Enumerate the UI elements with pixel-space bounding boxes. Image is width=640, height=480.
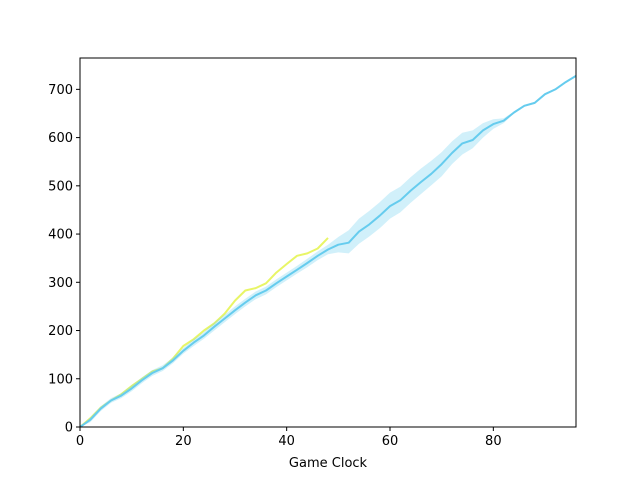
x-tick-label: 60 xyxy=(382,434,399,449)
series-group xyxy=(80,74,576,427)
y-tick-label: 700 xyxy=(48,83,73,98)
y-tick-label: 100 xyxy=(48,372,73,387)
x-tick-label: 40 xyxy=(278,434,295,449)
y-tick-label: 200 xyxy=(48,324,73,339)
y-tick-label: 300 xyxy=(48,276,73,291)
y-tick-label: 400 xyxy=(48,228,73,243)
x-axis-label: Game Clock xyxy=(289,456,368,471)
x-axis: 0 20 40 60 80 xyxy=(76,427,502,449)
x-tick-label: 20 xyxy=(175,434,192,449)
x-tick-label: 0 xyxy=(76,434,84,449)
plot-area xyxy=(80,74,576,427)
x-tick-label: 80 xyxy=(485,434,502,449)
y-axis: 0 100 200 300 400 500 600 700 xyxy=(48,83,80,436)
series-1-band xyxy=(80,74,576,427)
y-tick-label: 0 xyxy=(65,421,73,436)
y-tick-label: 500 xyxy=(48,179,73,194)
axes-frame xyxy=(79,57,577,428)
y-tick-label: 600 xyxy=(48,131,73,146)
